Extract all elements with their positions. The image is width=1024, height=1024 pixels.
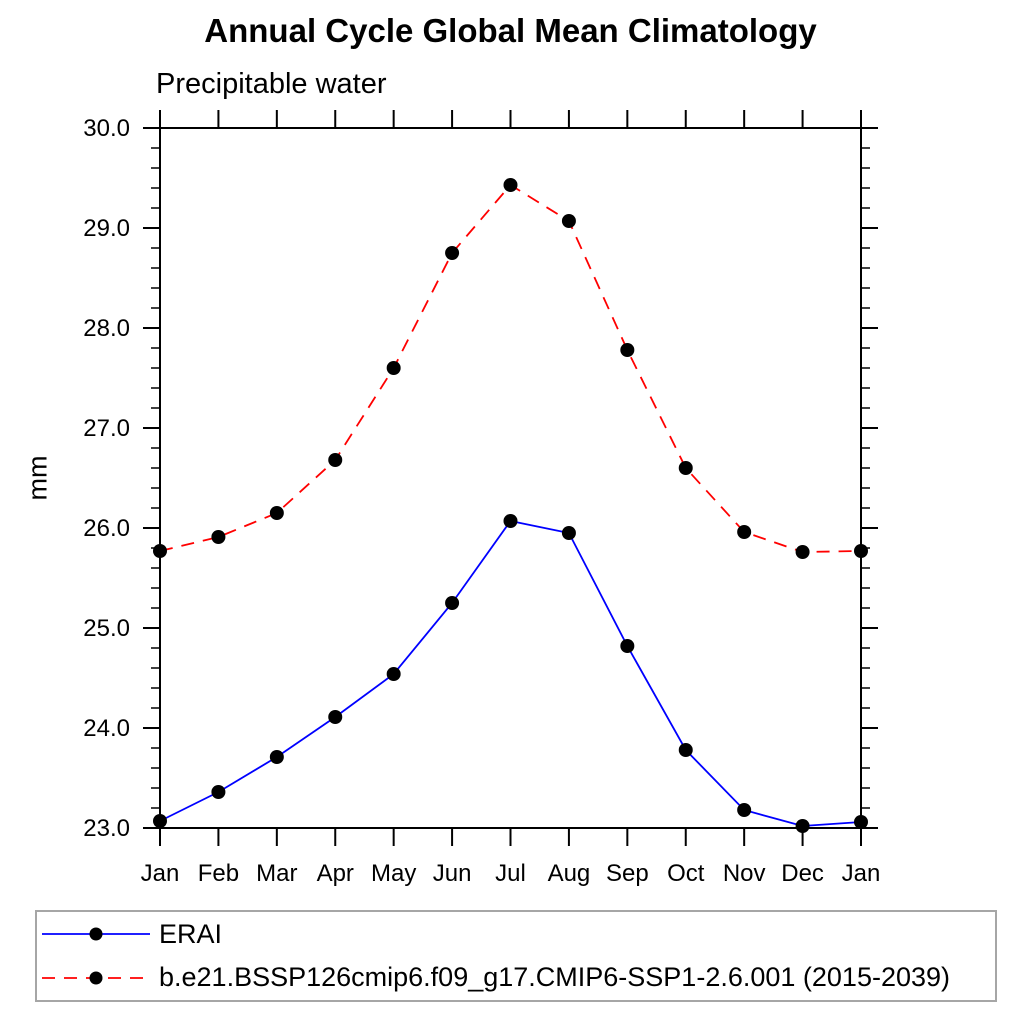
y-tick-label: 29.0 <box>83 215 130 242</box>
x-tick-label: Dec <box>781 860 824 887</box>
legend-line-sample-erai <box>42 927 150 941</box>
data-point-marker <box>503 514 518 528</box>
data-point-marker <box>269 506 284 520</box>
legend-box: ERAI b.e21.BSSP126cmip6.f09_g17.CMIP6-SS… <box>35 910 997 1002</box>
data-point-marker <box>503 178 518 192</box>
x-tick-label: Jul <box>495 860 526 887</box>
x-tick-label: Nov <box>723 860 766 887</box>
data-point-marker <box>795 819 810 833</box>
data-point-marker <box>211 785 226 799</box>
x-tick-label: Jun <box>433 860 472 887</box>
y-tick-label: 26.0 <box>83 515 130 542</box>
data-point-marker <box>620 639 635 653</box>
x-tick-label: Feb <box>198 860 239 887</box>
series-line-1 <box>159 183 862 553</box>
chart-subtitle: Precipitable water <box>156 68 387 100</box>
x-tick-label: Sep <box>606 860 649 887</box>
x-tick-label: Mar <box>256 860 297 887</box>
y-tick-label: 27.0 <box>83 415 130 442</box>
chart-title: Annual Cycle Global Mean Climatology <box>204 12 817 49</box>
data-point-marker <box>386 667 401 681</box>
data-point-marker <box>445 246 460 260</box>
data-point-marker <box>854 815 868 829</box>
data-point-marker <box>211 530 226 544</box>
data-point-marker <box>795 545 810 559</box>
y-tick-label: 30.0 <box>83 115 130 142</box>
data-point-marker <box>620 343 635 357</box>
legend-label-erai: ERAI <box>159 918 223 949</box>
axis-frame <box>159 127 862 829</box>
x-tick-label: Jan <box>141 860 180 887</box>
x-tick-label: May <box>371 860 416 887</box>
y-tick-label: 25.0 <box>83 615 130 642</box>
legend-entry-erai: ERAI <box>37 913 995 955</box>
data-point-marker <box>561 526 576 540</box>
series-line-0 <box>159 520 862 827</box>
data-point-marker <box>153 814 167 828</box>
legend-line-sample-model <box>42 971 150 985</box>
y-tick-label: 24.0 <box>83 715 130 742</box>
data-point-marker <box>854 544 868 558</box>
data-point-marker <box>269 750 284 764</box>
x-tick-label: Oct <box>667 860 705 887</box>
legend-entry-model: b.e21.BSSP126cmip6.f09_g17.CMIP6-SSP1-2.… <box>37 957 995 999</box>
data-point-marker <box>737 525 752 539</box>
x-tick-label: Apr <box>317 860 354 887</box>
data-point-marker <box>445 596 460 610</box>
data-point-marker <box>328 710 343 724</box>
x-tick-label: Jan <box>842 860 881 887</box>
data-point-marker <box>561 214 576 228</box>
data-point-marker <box>386 361 401 375</box>
y-tick-label: 23.0 <box>83 815 130 842</box>
data-point-marker <box>678 743 693 757</box>
y-tick-label: 28.0 <box>83 315 130 342</box>
data-point-marker <box>737 803 752 817</box>
legend-label-model: b.e21.BSSP126cmip6.f09_g17.CMIP6-SSP1-2.… <box>159 962 951 993</box>
x-tick-label: Aug <box>548 860 591 887</box>
data-point-marker <box>153 544 167 558</box>
legend-sample-marker <box>89 971 103 985</box>
legend-sample-marker <box>89 927 103 941</box>
data-point-marker <box>678 461 693 475</box>
data-point-marker <box>328 453 343 467</box>
